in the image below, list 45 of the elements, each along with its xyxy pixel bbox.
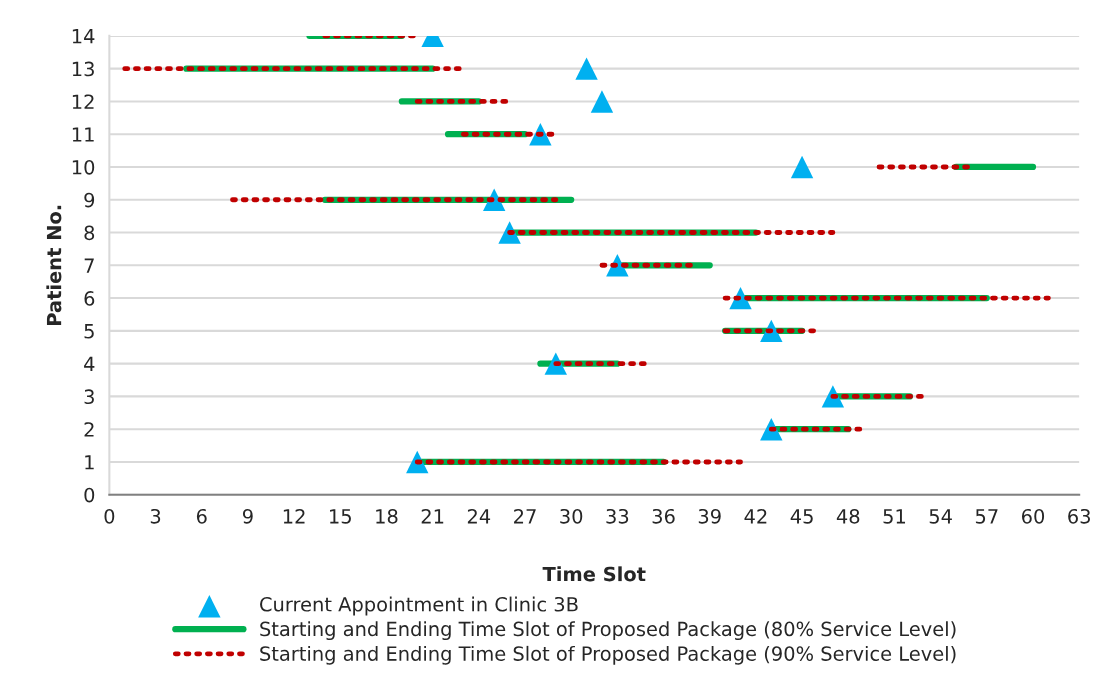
x-tick-label: 45 bbox=[790, 509, 813, 524]
y-tick-label: 9 bbox=[84, 192, 95, 208]
y-axis-title: Patient No. bbox=[46, 205, 62, 325]
point bbox=[575, 57, 598, 80]
y-tick-label: 8 bbox=[84, 225, 95, 241]
x-tick-label: 42 bbox=[744, 508, 767, 524]
x-tick-label: 6 bbox=[196, 508, 207, 524]
x-tick-label: 51 bbox=[883, 509, 906, 524]
x-tick-label: 18 bbox=[376, 508, 398, 524]
x-axis-title: Time Slot bbox=[542, 566, 646, 582]
y-tick-label: 11 bbox=[72, 127, 94, 142]
x-tick-label: 24 bbox=[467, 508, 491, 524]
x-tick-label: 3 bbox=[150, 508, 161, 524]
y-tick-label: 7 bbox=[84, 258, 94, 273]
x-tick-label: 39 bbox=[698, 508, 721, 524]
x-tick-label: 12 bbox=[283, 508, 305, 524]
y-tick-label: 6 bbox=[84, 291, 95, 306]
y-tick-label: 3 bbox=[84, 389, 94, 405]
y-tick-label: 12 bbox=[72, 94, 94, 109]
y-tick-label: 13 bbox=[72, 61, 94, 77]
y-tick-label: 5 bbox=[84, 324, 94, 339]
x-tick-label: 9 bbox=[242, 508, 253, 524]
y-tick-label: 1 bbox=[85, 455, 94, 470]
x-tick-label: 15 bbox=[330, 509, 351, 524]
x-tick-label: 21 bbox=[421, 508, 444, 524]
point bbox=[590, 90, 614, 113]
x-tick-label: 33 bbox=[606, 508, 629, 524]
x-tick-label: 0 bbox=[104, 508, 115, 524]
x-tick-label: 60 bbox=[1021, 508, 1045, 524]
y-tick-label: 10 bbox=[72, 159, 95, 175]
x-tick-label: 57 bbox=[975, 509, 998, 524]
x-tick-label: 48 bbox=[836, 508, 860, 524]
y-tick-label: 4 bbox=[84, 356, 95, 372]
point bbox=[790, 155, 814, 179]
x-tick-label: 27 bbox=[514, 508, 536, 524]
legend-label: Starting and Ending Time Slot of Proposed Package (90% Service Level) bbox=[260, 645, 956, 665]
y-tick-label: 14 bbox=[72, 29, 95, 44]
y-tick-label: 0 bbox=[84, 487, 95, 503]
legend-label: Current Appointment in Clinic 3B bbox=[260, 596, 578, 616]
x-tick-label: 54 bbox=[929, 509, 952, 524]
legend-label: Starting and Ending Time Slot of Proposed Package (80% Service Level) bbox=[260, 621, 956, 641]
x-tick-label: 63 bbox=[1068, 508, 1090, 524]
y-tick-label: 2 bbox=[84, 422, 94, 437]
x-tick-label: 30 bbox=[560, 508, 583, 524]
x-tick-label: 36 bbox=[652, 508, 675, 524]
